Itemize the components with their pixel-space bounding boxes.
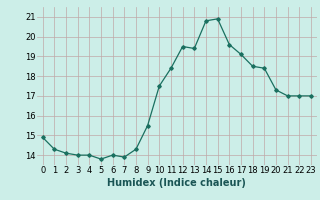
X-axis label: Humidex (Indice chaleur): Humidex (Indice chaleur) bbox=[108, 178, 246, 188]
